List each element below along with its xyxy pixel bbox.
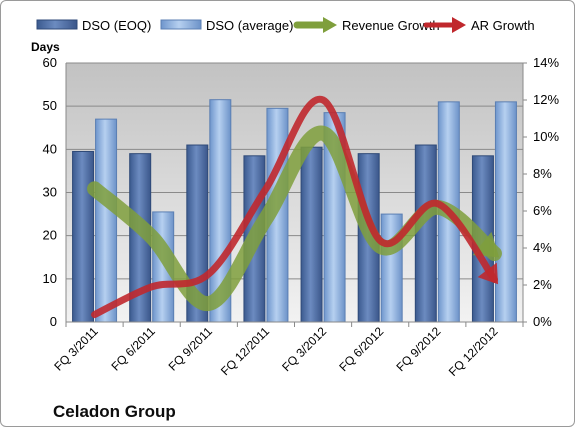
y-tick-label-1: 10 [43,271,57,286]
lines-layer [87,95,502,319]
arrowhead-ar-growth [477,262,499,285]
bar-dso-eoq-6 [414,144,437,323]
y-tick-label-0: 0 [50,314,57,329]
x-tick-label-7: FQ 12/2012 [446,324,501,379]
legend-label-revenue-growth: Revenue Growth [342,18,440,33]
legend-swatch-dso-eoq- [36,19,78,30]
bar-dso-eoq-4 [300,146,323,323]
legend: DSO (EOQ) DSO (average) Revenue Growth AR G… [36,17,535,33]
x-tick-label-6: FQ 9/2012 [393,324,443,374]
legend-label-dso-eoq-: DSO (EOQ) [82,18,151,33]
y2-tick-label-3: 6% [533,203,552,218]
y-tick-label-2: 20 [43,228,57,243]
y2-tick-label-1: 2% [533,277,552,292]
legend-label-dso-average-: DSO (average) [206,18,293,33]
x-tick-label-3: FQ 12/2011 [218,324,272,378]
legend-swatch-dso-average- [160,19,202,30]
y2-tick-label-6: 12% [533,92,559,107]
legend-arrow-revenue-growth [323,17,337,33]
legend-arrow-ar-growth [452,17,466,33]
y2-tick-label-2: 4% [533,240,552,255]
x-tick-label-5: FQ 6/2012 [336,324,386,374]
y-tick-label-3: 30 [43,185,57,200]
x-tick-label-0: FQ 3/2011 [51,324,101,374]
chart-title: Celadon Group [53,402,176,421]
y-tick-label-6: 60 [43,55,57,70]
y-axis-title: Days [31,40,60,54]
y2-tick-label-7: 14% [533,55,559,70]
x-tick-label-2: FQ 9/2011 [166,324,216,374]
bar-dso-average-5 [380,213,403,323]
bar-dso-eoq-0 [72,150,95,323]
y2-tick-label-0: 0% [533,314,552,329]
y-tick-label-4: 40 [43,141,57,156]
x-tick-label-4: FQ 3/2012 [279,324,329,374]
line-ar-growth [91,95,498,319]
legend-label-ar-growth: AR Growth [471,18,535,33]
y2-tick-label-4: 8% [533,166,552,181]
y2-tick-label-5: 10% [533,129,559,144]
bar-dso-average-7 [494,101,517,323]
y-tick-label-5: 50 [43,98,57,113]
line-revenue-growth [87,125,502,311]
bar-dso-average-0 [95,118,118,323]
x-tick-label-1: FQ 6/2011 [108,324,158,374]
